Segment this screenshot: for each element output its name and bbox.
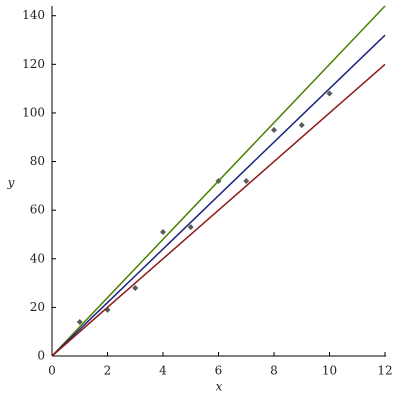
x-tick-label: 12 (377, 364, 392, 378)
y-axis-label: y (7, 176, 15, 190)
y-tick-label: 0 (37, 349, 45, 363)
data-point (187, 224, 194, 231)
data-point (298, 122, 305, 129)
data-point (160, 229, 166, 236)
fit-line (51, 5, 386, 357)
y-tick-label: 80 (30, 154, 45, 168)
x-tick-label: 0 (48, 364, 56, 378)
data-point (243, 178, 250, 184)
y-tick-label: 60 (30, 203, 45, 217)
x-tick-label: 4 (159, 364, 167, 378)
x-tick-label: 2 (104, 364, 112, 378)
y-tick-label: 40 (30, 251, 45, 265)
x-tick-label: 8 (270, 364, 278, 378)
fit-line (51, 63, 386, 357)
x-tick-label: 6 (215, 364, 223, 378)
x-axis-label: x (216, 380, 223, 394)
y-tick-label: 140 (22, 8, 45, 22)
y-tick-label: 100 (22, 105, 45, 119)
y-tick-label: 120 (22, 57, 45, 71)
x-tick-label: 10 (322, 364, 337, 378)
data-point (271, 126, 277, 133)
y-tick-label: 20 (30, 300, 45, 314)
data-point (76, 318, 83, 325)
fit-line (51, 34, 386, 357)
data-point (132, 284, 139, 291)
data-point (326, 90, 333, 97)
